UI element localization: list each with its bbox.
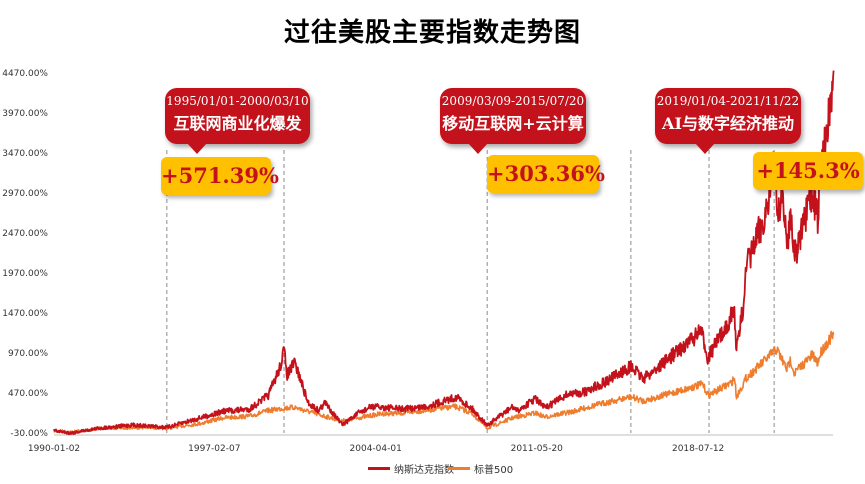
x-tick-label: 2018-07-12 [672,444,724,454]
legend-nasdaq-label: 纳斯达克指数 [394,465,454,476]
callout-mobile-cloud-date: 2009/03/09-2015/07/20 [441,94,585,108]
callout-ai-digital-theme: AI与数字经济推动 [662,114,794,133]
y-tick-label: 470.00% [8,389,48,399]
y-tick-label: 970.00% [8,349,48,359]
callout-dotcom-theme: 互联网商业化爆发 [173,114,302,133]
y-tick-label: 3970.00% [2,109,48,119]
callout-ai-digital-date: 2019/01/04-2021/11/22 [656,94,800,108]
callout-mobile-cloud: 2009/03/09-2015/07/20 移动互联网+云计算 [440,88,586,154]
y-tick-label: 2470.00% [2,229,48,239]
legend-nasdaq: 纳斯达克指数 [368,461,454,476]
y-tick-label: 1970.00% [2,269,48,279]
legend-sp500-swatch [448,467,470,470]
badge-dotcom-return: +571.39% [161,157,279,195]
callout-mobile-cloud-theme: 移动互联网+云计算 [442,114,584,133]
y-tick-label: -30.00% [10,429,48,439]
legend-sp500-label: 标普500 [474,465,514,476]
x-tick-label: 2011-05-20 [511,444,564,454]
badge-mobile-cloud-return: +303.36% [487,155,605,193]
nasdaq-series-line [53,70,835,436]
chart-title: 过往美股主要指数走势图 [283,18,581,48]
y-tick-label: 2970.00% [2,189,48,199]
legend-sp500: 标普500 [448,461,513,476]
y-tick-label: 3470.00% [2,149,48,159]
badge-ai-digital-return: +145.3% [753,152,863,190]
x-tick-label: 1990-01-02 [28,444,80,454]
callout-ai-digital: 2019/01/04-2021/11/22 AI与数字经济推动 [655,88,801,154]
x-tick-label: 1997-02-07 [188,444,240,454]
y-tick-label: 1470.00% [2,309,48,319]
sp500-series-line [53,330,835,435]
legend-nasdaq-swatch [368,467,390,470]
x-tick-label: 2004-04-01 [350,444,402,454]
callout-dotcom: 1995/01/01-2000/03/10 互联网商业化爆发 [165,88,310,154]
y-tick-label: 4470.00% [2,69,48,79]
callout-dotcom-date: 1995/01/01-2000/03/10 [166,94,309,108]
